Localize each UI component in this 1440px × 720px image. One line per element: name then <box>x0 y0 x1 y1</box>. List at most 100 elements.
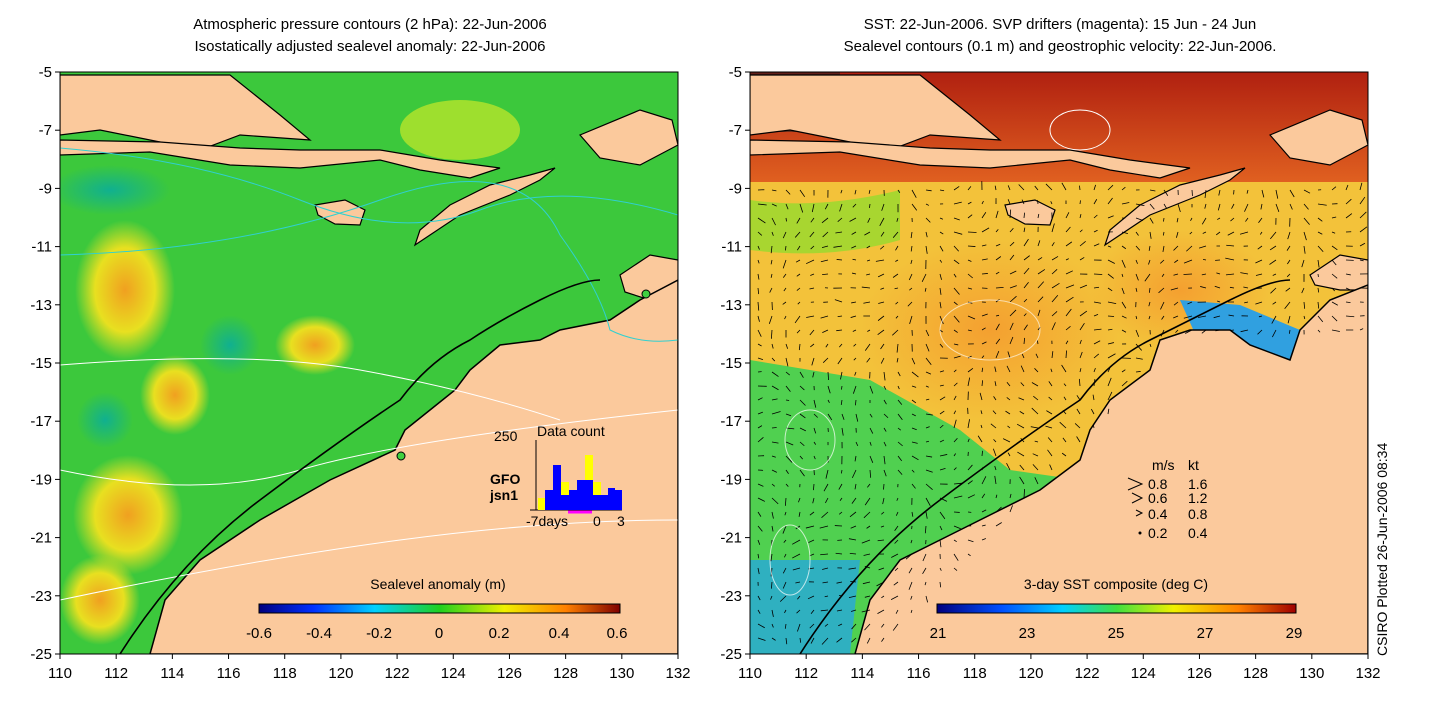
velocity-vector <box>1037 309 1041 317</box>
sumba-island <box>1004 199 1056 226</box>
velocity-vector <box>908 581 913 590</box>
velocity-vector <box>895 245 899 251</box>
velocity-vector <box>922 567 927 575</box>
velocity-vector <box>1275 203 1280 213</box>
velocity-vector <box>785 469 789 474</box>
velocity-vector <box>925 413 933 416</box>
velocity-vector <box>883 427 887 432</box>
velocity-vector <box>851 623 857 630</box>
velocity-vector <box>850 525 857 529</box>
velocity-vector <box>784 245 787 251</box>
velocity-vector <box>809 287 815 290</box>
velocity-vector <box>757 553 760 559</box>
velocity-vector <box>799 427 807 432</box>
velocity-vector <box>981 367 984 373</box>
velocity-vector <box>1107 245 1112 248</box>
velocity-vector <box>770 259 773 265</box>
inset-xlabel-end: 3 <box>617 513 625 529</box>
velocity-vector <box>861 609 871 613</box>
lon-tick-label: 114 <box>160 665 184 682</box>
velocity-vector <box>1121 287 1125 295</box>
velocity-vector <box>771 455 776 458</box>
velocity-vector <box>1272 301 1277 305</box>
velocity-vector <box>907 301 913 307</box>
velocity-vector <box>823 483 829 492</box>
velocity-vector <box>981 244 987 247</box>
velocity-vector <box>757 315 760 322</box>
velocity-vector <box>1301 259 1305 268</box>
velocity-vector <box>1215 329 1221 332</box>
velocity-vector <box>953 539 957 543</box>
velocity-vector <box>883 385 887 390</box>
velocity-vector <box>993 396 997 401</box>
velocity-vector <box>848 595 857 599</box>
velocity-vector <box>782 525 787 534</box>
velocity-vector <box>939 410 945 415</box>
inset-bar-jsn1 <box>545 490 553 510</box>
vkey-ms: 0.4 <box>1148 506 1168 522</box>
inset-bar-jsn1 <box>593 495 601 510</box>
velocity-vector <box>1244 301 1249 304</box>
vkey-kt: 0.8 <box>1188 506 1208 522</box>
velocity-vector <box>953 453 957 457</box>
sst-tick: 29 <box>1286 625 1303 642</box>
velocity-vector <box>797 595 801 600</box>
velocity-vector <box>1074 423 1081 429</box>
velocity-vector <box>953 245 960 252</box>
velocity-vector <box>861 286 871 289</box>
velocity-vector <box>911 399 917 404</box>
velocity-vector <box>939 301 942 309</box>
lat-tick-label: -13 <box>720 297 742 314</box>
velocity-vector <box>850 581 857 583</box>
lat-tick-label: -19 <box>30 471 52 488</box>
velocity-vector <box>911 455 919 461</box>
velocity-vector <box>1034 440 1039 443</box>
velocity-vector <box>1079 229 1083 233</box>
velocity-vector <box>981 273 988 275</box>
velocity-vector <box>995 323 1000 331</box>
velocity-vector <box>757 425 763 429</box>
sla-high-4 <box>275 315 355 375</box>
velocity-vector <box>890 595 899 600</box>
velocity-vector <box>1079 368 1082 373</box>
velocity-vector <box>1218 189 1221 196</box>
velocity-vector <box>925 455 933 458</box>
isobar-1 <box>60 147 678 224</box>
inset-bar-jsn1 <box>569 490 577 510</box>
velocity-vector <box>1246 189 1249 194</box>
velocity-vector <box>810 637 815 644</box>
velocity-vector <box>1317 245 1324 253</box>
velocity-vector <box>757 287 760 295</box>
velocity-vector <box>953 315 960 323</box>
velocity-vector <box>925 426 930 429</box>
velocity-vector <box>864 623 871 631</box>
velocity-vector <box>820 315 829 319</box>
velocity-vector <box>811 357 815 366</box>
inset-bar-jsn1 <box>553 465 561 510</box>
velocity-vector <box>852 329 857 332</box>
sst-warm-pool-1 <box>860 240 1120 420</box>
velocity-vector <box>1135 357 1143 360</box>
sla-low-1 <box>200 315 260 375</box>
vkey-kt: 0.4 <box>1188 525 1208 541</box>
velocity-vector <box>939 424 944 429</box>
velocity-vector <box>796 287 801 291</box>
velocity-vector <box>1031 407 1039 415</box>
velocity-vector <box>894 539 899 544</box>
velocity-vector <box>925 483 933 490</box>
velocity-vector <box>864 497 871 506</box>
velocity-vector <box>1045 425 1053 429</box>
left-title-line1: Atmospheric pressure contours (2 hPa): 2… <box>193 16 547 33</box>
velocity-vector <box>1009 270 1017 275</box>
inset-bar-jsn1 <box>608 488 615 510</box>
velocity-vector <box>882 497 885 505</box>
velocity-vector <box>769 287 773 293</box>
velocity-vector <box>1287 231 1291 240</box>
vkey-ms: 0.2 <box>1148 525 1168 541</box>
velocity-vector <box>1090 408 1095 415</box>
velocity-vector <box>783 287 787 292</box>
velocity-vector <box>1160 329 1165 337</box>
velocity-vector <box>824 595 829 598</box>
velocity-vector <box>939 245 944 252</box>
velocity-vector <box>939 497 948 502</box>
